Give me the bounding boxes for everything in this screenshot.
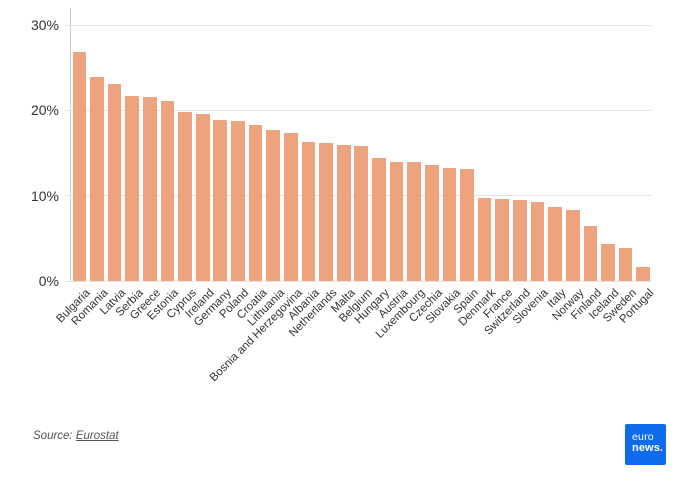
- gridline: [65, 109, 652, 111]
- bar: [601, 244, 615, 281]
- euronews-logo[interactable]: euro news.: [625, 424, 666, 465]
- y-axis-label: 20%: [30, 102, 59, 119]
- source-prefix: Source:: [33, 430, 76, 442]
- bar: [495, 199, 510, 281]
- bar: [107, 83, 122, 281]
- y-axis-label: 0%: [38, 273, 59, 289]
- bar: [266, 129, 281, 281]
- plot-area: 0% 10% 20% 30% Bulgaria Romania Latvia Serbia Gr…: [31, 8, 657, 384]
- bar: [407, 162, 421, 281]
- y-axis-label: 10%: [30, 187, 59, 204]
- bar: [424, 164, 439, 281]
- bar: [72, 52, 87, 281]
- gridline: [65, 24, 652, 26]
- bar: [336, 145, 351, 281]
- bar: [283, 132, 298, 281]
- bar: [248, 124, 263, 281]
- bar: [160, 100, 175, 281]
- bar: [530, 201, 545, 281]
- bar: [142, 96, 157, 281]
- bar: [565, 210, 580, 281]
- bar: [372, 158, 386, 281]
- bar: [213, 119, 228, 281]
- bar: [231, 120, 245, 281]
- source-link[interactable]: Eurostat: [75, 430, 119, 442]
- y-axis-label: 30%: [30, 17, 59, 33]
- bar: [442, 168, 457, 281]
- gridline: [65, 280, 652, 282]
- euronews-logo-text-top: euro: [632, 431, 654, 443]
- bar: [354, 146, 369, 281]
- y-axis-line: [70, 8, 71, 281]
- bar: [513, 199, 527, 281]
- bar: [477, 198, 492, 281]
- bar: [319, 142, 333, 281]
- bar: [548, 206, 562, 281]
- bar: [460, 169, 474, 281]
- source-caption: Source: Eurostat: [33, 430, 119, 442]
- bar: [301, 141, 316, 281]
- bar: [618, 247, 633, 281]
- bar: [90, 77, 104, 281]
- bar: [636, 266, 651, 281]
- bar: [125, 95, 140, 281]
- bar: [195, 113, 210, 281]
- euronews-logo-text-bottom: news.: [632, 442, 664, 454]
- bar: [178, 112, 192, 281]
- bar: [583, 226, 598, 281]
- bar: [389, 162, 404, 281]
